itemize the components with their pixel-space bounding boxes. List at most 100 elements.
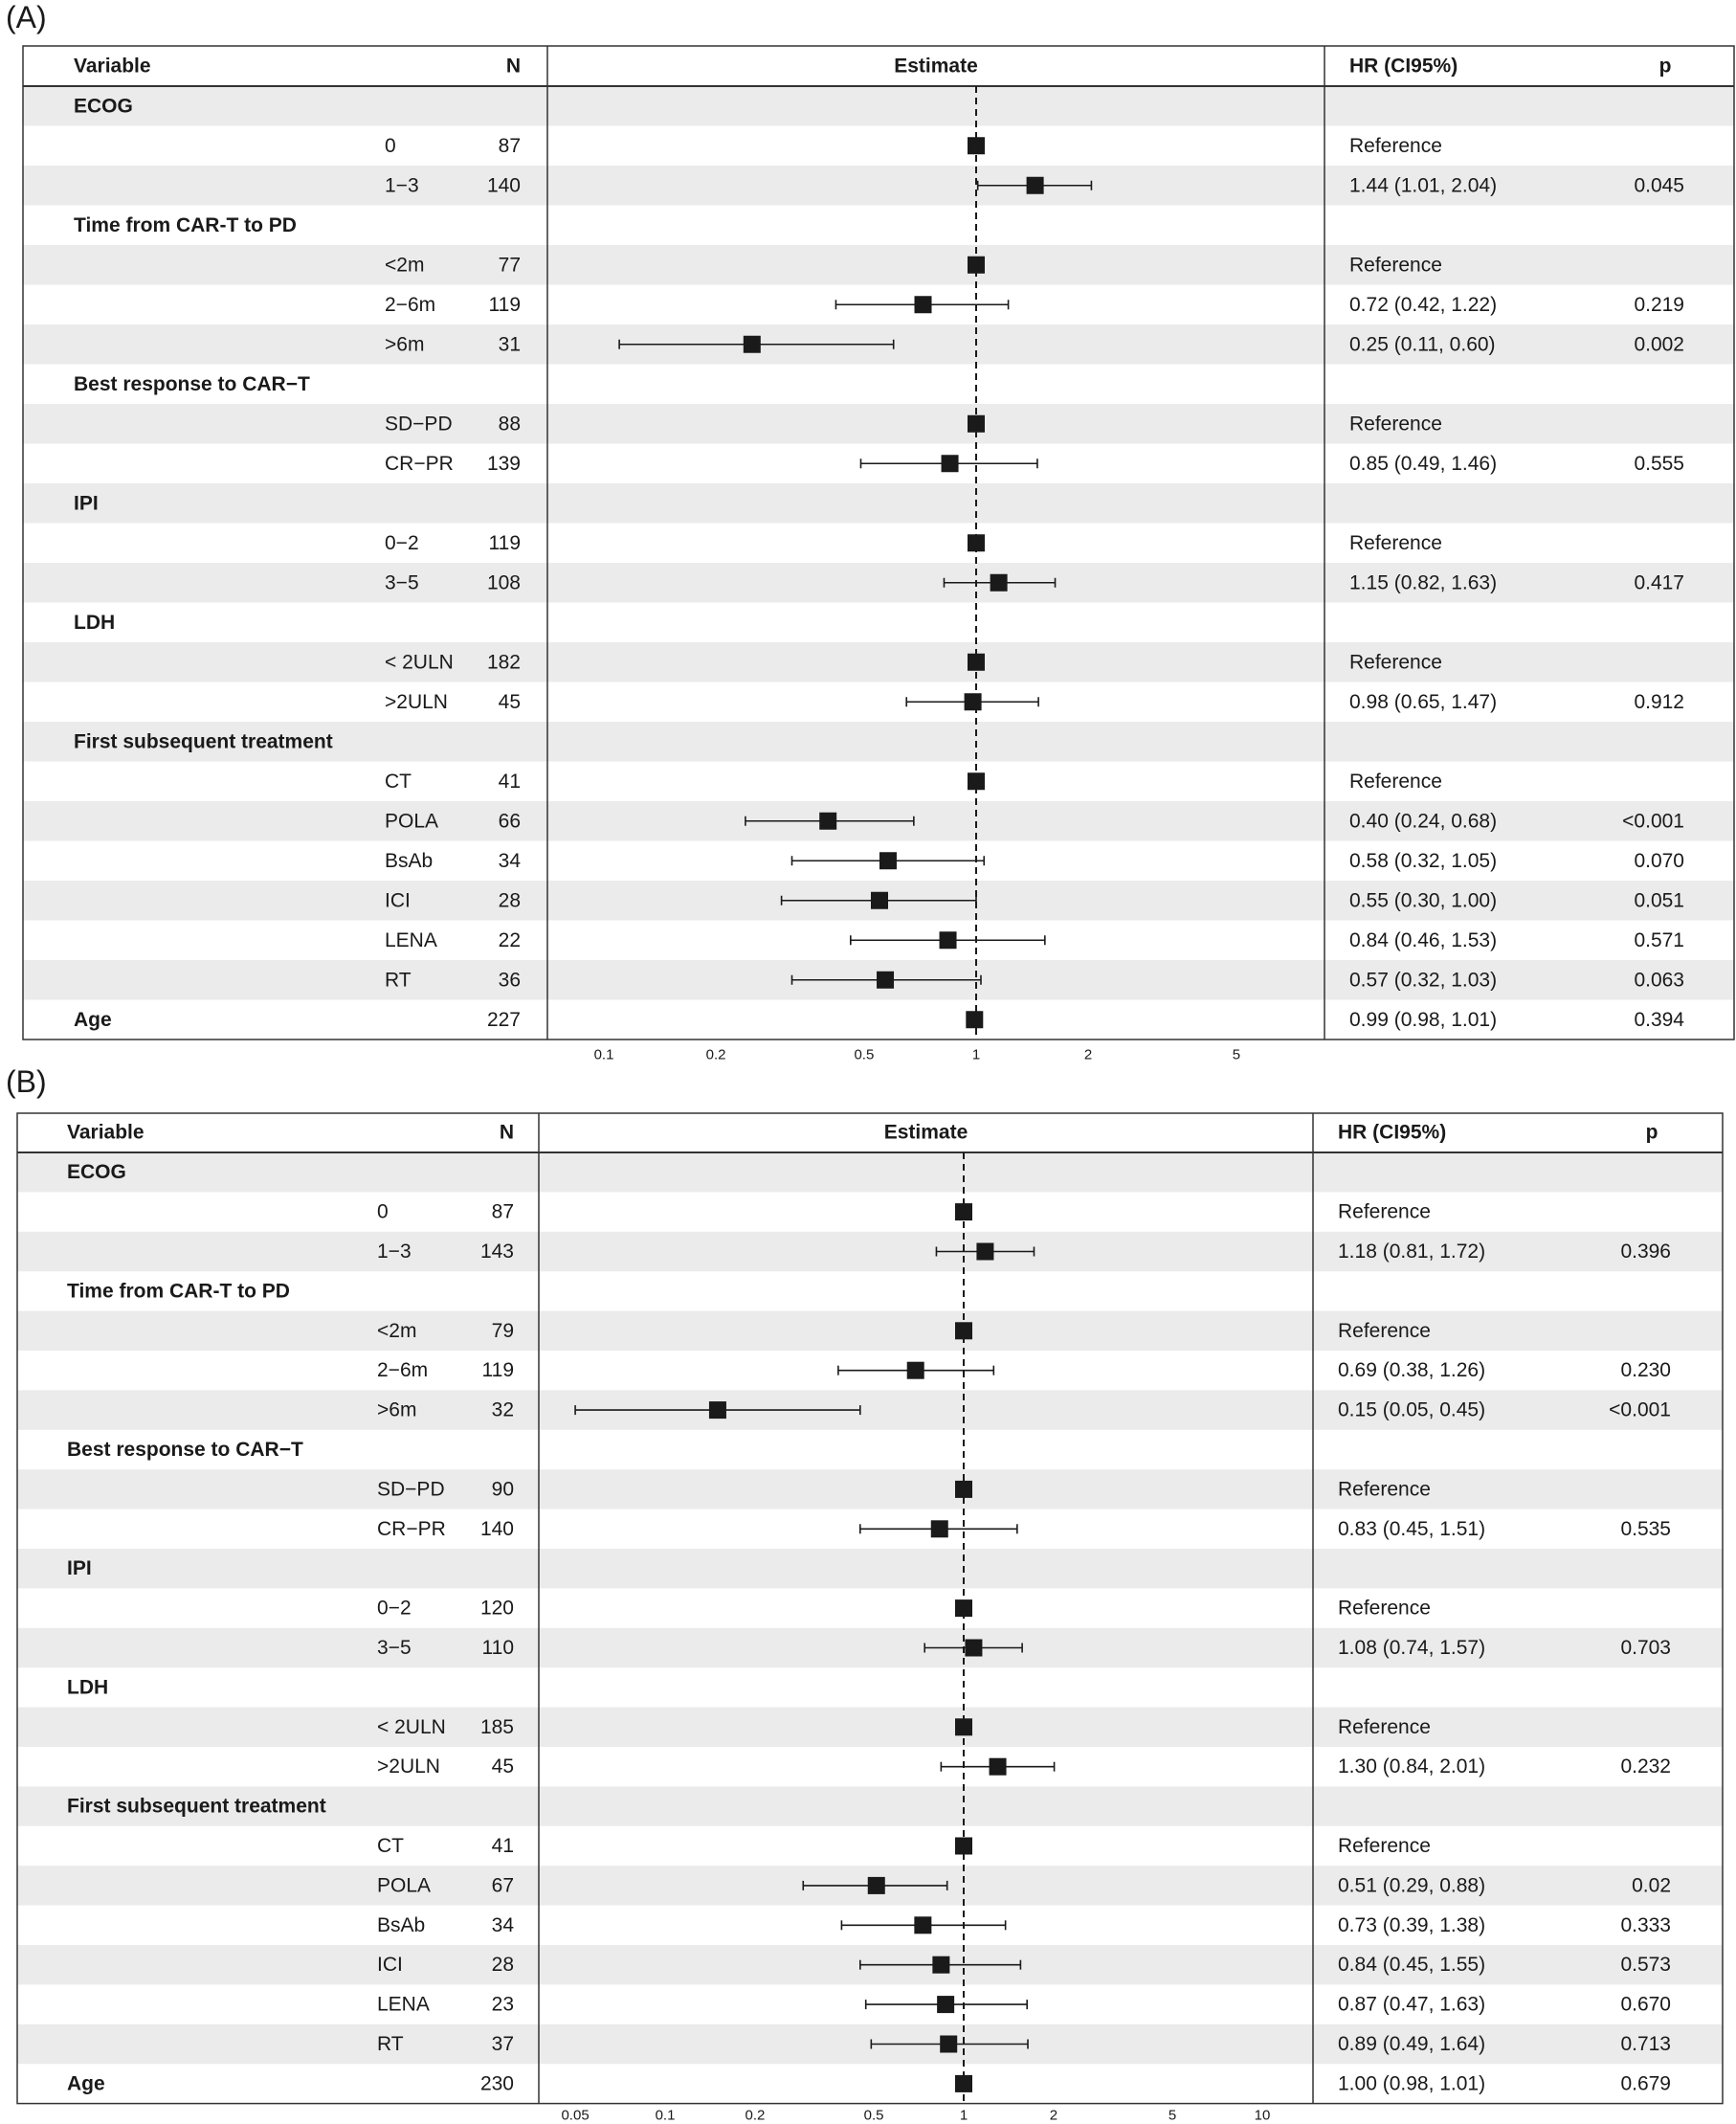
x-tick-label: 1 [972,1047,980,1063]
n-value: 110 [482,1637,514,1659]
level-label: LENA [377,1994,430,2016]
level-label: 0 [377,1201,389,1223]
hr-text: Reference [1349,532,1442,554]
group-label: Best response to CAR−T [74,373,310,395]
hr-text: 0.25 (0.11, 0.60) [1349,333,1496,355]
p-value: 0.571 [1634,929,1684,951]
row-stripe [17,1469,1723,1509]
group-label: Time from CAR-T to PD [67,1280,290,1302]
x-tick-label: 0.1 [656,2108,676,2124]
hr-point [968,534,985,552]
hr-point [968,653,985,671]
header-variable: Variable [67,1122,145,1144]
hr-text: 0.40 (0.24, 0.68) [1349,810,1497,832]
level-label: CR−PR [385,453,454,475]
hr-text: 1.15 (0.82, 1.63) [1349,571,1497,593]
x-tick-label: 0.05 [561,2108,589,2124]
forest-panel-b: Variable N Estimate HR (CI95%) p ECOG 0 87 Refer… [16,1112,1724,2124]
level-label: 1−3 [385,174,419,196]
hr-point [906,1361,924,1379]
level-label: SD−PD [377,1478,445,1500]
level-label: < 2ULN [385,651,454,673]
group-label: IPI [67,1557,92,1579]
hr-text: Reference [1349,771,1442,793]
hr-text: Reference [1349,651,1442,673]
n-value: 88 [499,413,521,435]
header-estimate: Estimate [894,56,978,78]
n-value: 227 [487,1009,521,1031]
p-value: 0.230 [1620,1359,1671,1381]
p-value: 0.394 [1634,1009,1684,1031]
level-label: >2ULN [377,1755,440,1777]
x-tick-label: 5 [1168,2108,1176,2124]
n-value: 87 [492,1201,514,1223]
panel-a-label: (A) [6,0,47,34]
variable-label: Age [67,2072,105,2094]
p-value: 0.703 [1620,1637,1671,1659]
n-value: 66 [499,810,521,832]
p-value: 0.535 [1620,1518,1671,1540]
row-stripe [23,86,1734,126]
n-value: 182 [487,651,521,673]
hr-point [940,2035,958,2053]
row-stripe [23,166,1734,206]
header-estimate: Estimate [884,1122,968,1144]
header-p: p [1659,56,1672,78]
p-value: 0.417 [1634,571,1684,593]
p-value: 0.679 [1620,2072,1671,2094]
row-stripe [17,2023,1723,2065]
n-value: 45 [492,1755,514,1777]
hr-point [965,1639,983,1657]
table-frame [16,1112,1724,2105]
hr-point [976,1242,994,1261]
panel-b-label: (B) [6,1064,47,1099]
hr-text: 0.84 (0.45, 1.55) [1338,1954,1485,1976]
group-label: ECOG [67,1161,126,1183]
header-n: N [500,1122,514,1144]
header-n: N [506,56,521,78]
n-value: 120 [480,1598,514,1620]
level-label: RT [377,2033,404,2055]
hr-point [930,1520,948,1538]
level-label: 2−6m [377,1359,428,1381]
hr-point [968,256,985,274]
row-stripe [17,1310,1723,1351]
hr-text: Reference [1349,254,1442,276]
x-tick-label: 0.5 [854,1047,874,1063]
n-value: 77 [499,254,521,276]
hr-point [968,137,985,155]
hr-text: 1.08 (0.74, 1.57) [1338,1637,1485,1659]
p-value: 0.396 [1620,1241,1671,1263]
header-hr: HR (CI95%) [1338,1122,1446,1144]
hr-point [955,1203,972,1221]
hr-text: Reference [1338,1478,1431,1500]
level-label: RT [385,969,412,991]
p-value: 0.063 [1634,969,1684,991]
group-label: Time from CAR-T to PD [74,214,297,236]
level-label: 3−5 [385,571,419,593]
hr-text: 0.58 (0.32, 1.05) [1349,850,1497,872]
level-label: 1−3 [377,1241,412,1263]
n-value: 87 [499,135,521,157]
hr-text: Reference [1338,1201,1431,1223]
group-label: IPI [74,492,99,514]
level-label: SD−PD [385,413,453,435]
n-value: 119 [482,1359,514,1381]
n-value: 185 [480,1716,514,1738]
n-value: 230 [480,2072,514,2094]
n-value: 37 [492,2033,514,2055]
level-label: CR−PR [377,1518,446,1540]
hr-text: 0.69 (0.38, 1.26) [1338,1359,1485,1381]
n-value: 41 [499,771,521,793]
p-value: 0.002 [1634,333,1684,355]
x-tick-label: 0.2 [745,2108,765,2124]
hr-point [989,1757,1007,1776]
hr-point [968,772,985,791]
p-value: 0.232 [1620,1755,1671,1777]
row-stripe [23,404,1734,444]
n-value: 108 [487,571,521,593]
n-value: 23 [492,1994,514,2016]
n-value: 119 [489,532,521,554]
hr-text: Reference [1338,1598,1431,1620]
